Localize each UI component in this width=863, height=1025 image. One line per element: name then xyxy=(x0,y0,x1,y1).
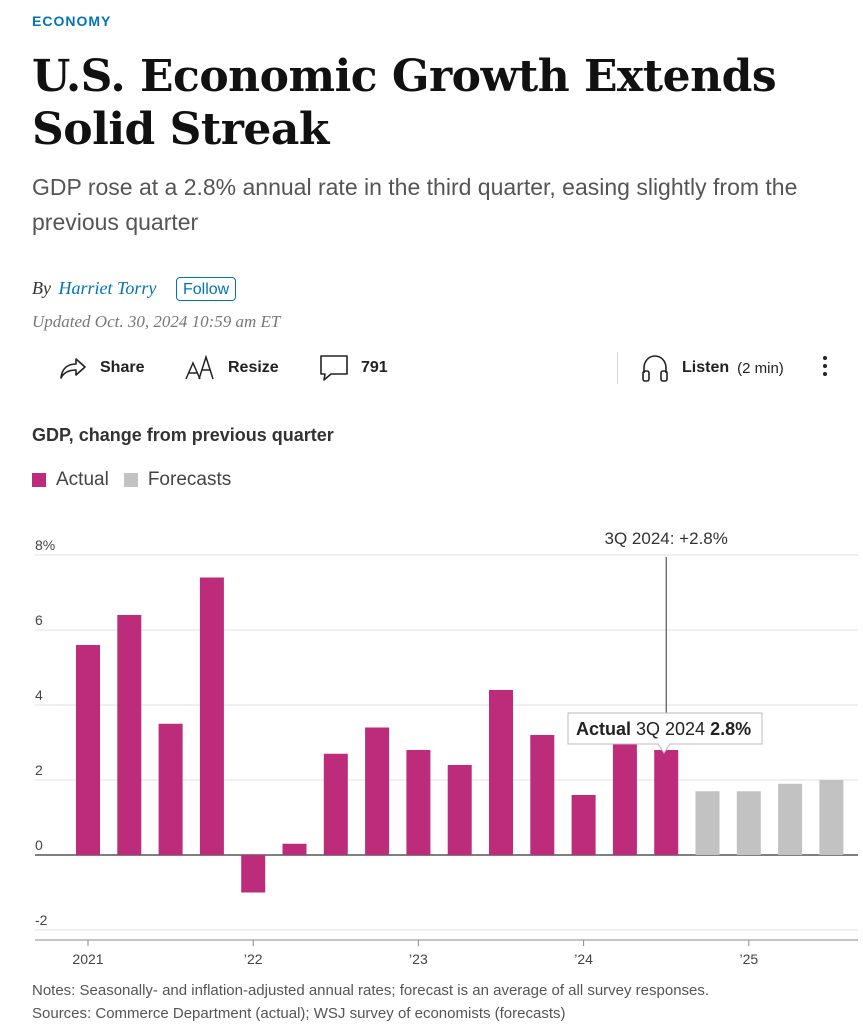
bar-actual xyxy=(199,577,224,855)
bar-actual xyxy=(76,645,100,855)
bar-forecast xyxy=(695,791,720,855)
legend-swatch-forecasts xyxy=(123,473,138,487)
y-tick-label: 8% xyxy=(35,537,55,553)
tooltip-pointer xyxy=(657,743,671,754)
gdp-bar-chart: -2 0 2 4 6 8% 2021 ’22 ’23 ’24 ’25 3Q 2024: +2.8% A… xyxy=(35,529,858,965)
chart-notes: Notes: Seasonally- and inflation-adjuste… xyxy=(32,979,709,1025)
notes-line: Notes: Seasonally- and inflation-adjuste… xyxy=(32,982,710,999)
comment-icon xyxy=(320,355,348,381)
legend-item-actual: Actual xyxy=(32,469,109,491)
x-tick-label: ’22 xyxy=(244,951,263,965)
sources-line: Sources: Commerce Department (actual); W… xyxy=(32,1005,566,1022)
y-tick-label: 0 xyxy=(35,837,43,853)
headphones-icon xyxy=(642,355,668,382)
chart-title: GDP, change from previous quarter xyxy=(32,425,334,445)
bar-actual xyxy=(282,843,307,855)
bar-actual xyxy=(571,795,596,855)
y-tick-label: 2 xyxy=(35,762,43,778)
tooltip-series: Actual xyxy=(576,719,631,739)
text-size-icon xyxy=(185,355,214,380)
bar-actual xyxy=(158,723,183,855)
bar-actual xyxy=(365,727,390,855)
comments-count: 791 xyxy=(361,359,388,376)
tooltip-box xyxy=(567,712,763,745)
more-dot xyxy=(823,356,827,360)
more-options-button[interactable] xyxy=(817,352,833,384)
legend-label-actual: Actual xyxy=(56,469,109,490)
dek: GDP rose at a 2.8% annual rate in the th… xyxy=(32,174,798,235)
y-tick-label: 4 xyxy=(35,687,43,703)
share-label: Share xyxy=(100,359,145,376)
bar-forecast xyxy=(736,791,761,855)
byline: By Harriet Torry xyxy=(32,278,156,299)
tooltip-quarter: 3Q 2024 xyxy=(631,719,710,739)
x-tick-label: ’23 xyxy=(409,951,428,965)
follow-button[interactable]: Follow xyxy=(176,277,237,301)
resize-button[interactable]: Resize xyxy=(184,352,279,384)
listen-label: Listen xyxy=(682,359,730,376)
more-dot xyxy=(823,372,827,376)
resize-label: Resize xyxy=(228,359,279,376)
bar-actual xyxy=(612,742,637,855)
x-tick-label: ’24 xyxy=(574,951,593,965)
section-label[interactable]: ECONOMY xyxy=(32,13,112,29)
tooltip-text: Actual 3Q 2024 2.8% xyxy=(576,719,751,739)
listen-duration: (2 min) xyxy=(737,359,784,377)
bar-actual xyxy=(406,750,431,855)
bar-actual xyxy=(241,855,266,893)
listen-button[interactable]: Listen (2 min) xyxy=(640,352,784,384)
tooltip-value: 2.8% xyxy=(710,719,751,739)
bar-actual xyxy=(447,765,472,855)
bar-actual xyxy=(117,615,142,855)
byline-prefix: By xyxy=(32,278,51,298)
x-tick-label: ’25 xyxy=(739,951,758,965)
bar-actual xyxy=(530,735,555,855)
bar-actual xyxy=(323,753,348,855)
bar-actual xyxy=(489,690,513,855)
more-dot xyxy=(823,364,827,368)
y-tick-label: -2 xyxy=(35,912,48,928)
author-link[interactable]: Harriet Torry xyxy=(58,278,157,298)
updated-timestamp: Updated Oct. 30, 2024 10:59 am ET xyxy=(32,312,281,331)
legend-label-forecasts: Forecasts xyxy=(147,469,232,490)
legend-swatch-actual xyxy=(32,473,46,487)
toolbar-divider xyxy=(617,352,618,384)
annotation-label: 3Q 2024: +2.8% xyxy=(605,529,728,548)
share-button[interactable]: Share xyxy=(58,352,144,384)
bar-forecast xyxy=(778,783,803,855)
tooltip: Actual 3Q 2024 2.8% xyxy=(567,712,763,754)
legend-item-forecasts: Forecasts xyxy=(123,469,232,491)
comments-button[interactable]: 791 xyxy=(319,352,388,384)
headline: U.S. Economic Growth Extends Solid Strea… xyxy=(32,51,777,155)
x-tick-label: 2021 xyxy=(72,951,103,965)
bar-forecast xyxy=(819,780,844,855)
y-tick-label: 6 xyxy=(35,612,43,628)
share-icon xyxy=(60,358,86,379)
chart-legend: Actual Forecasts xyxy=(32,469,246,491)
bar-actual xyxy=(654,750,679,855)
